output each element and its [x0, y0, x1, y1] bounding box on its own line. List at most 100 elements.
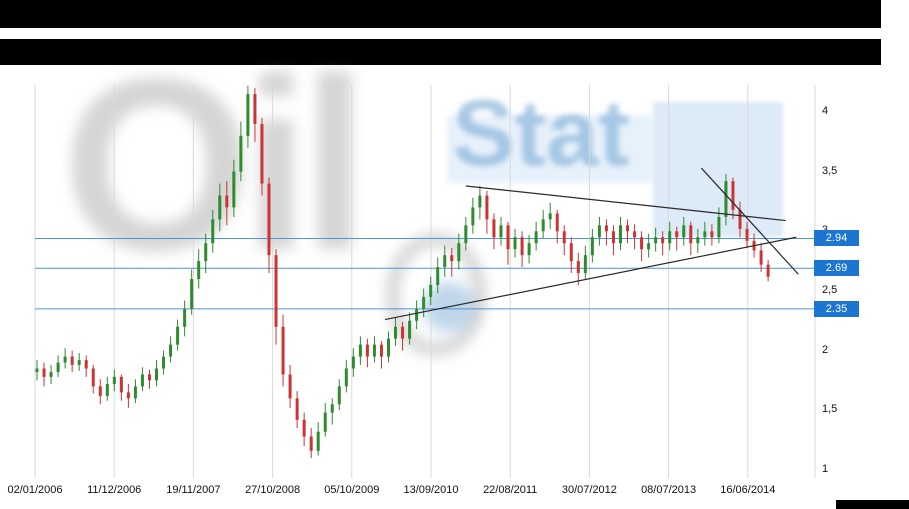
top-black-bar-1: [0, 0, 881, 28]
candle-body: [759, 250, 763, 265]
candle-body: [422, 296, 426, 309]
candle-body: [626, 225, 630, 232]
candle-body: [225, 195, 229, 208]
x-axis: 02/01/2006 11/12/2006 19/11/2007 27/10/2008…: [0, 484, 909, 500]
candle-body: [140, 374, 144, 387]
candle-body: [555, 213, 559, 232]
candle-body: [162, 356, 166, 369]
candle-body: [344, 368, 348, 387]
candle-body: [105, 384, 109, 396]
candle-body: [548, 213, 552, 220]
candle-body: [436, 267, 440, 285]
candle-body: [661, 237, 665, 244]
candle-body: [232, 171, 236, 208]
candle-body: [611, 231, 615, 244]
candle-body: [534, 231, 538, 244]
candle-body: [675, 231, 679, 238]
trendline: [700, 167, 799, 275]
candle-body: [197, 261, 201, 280]
candle-body: [597, 225, 601, 238]
candle-body: [485, 195, 489, 220]
candle-body: [471, 207, 475, 226]
x-axis-label: 13/09/2010: [403, 484, 459, 496]
candle-body: [84, 360, 88, 369]
candle-body: [492, 219, 496, 238]
candle-body: [351, 356, 355, 369]
candle-body: [457, 243, 461, 262]
candle-body: [562, 231, 566, 244]
candle-body: [98, 386, 102, 396]
candle-body: [724, 181, 728, 217]
candle-body: [372, 344, 376, 357]
candle-body: [302, 419, 306, 437]
candle-body: [295, 398, 299, 420]
candle-body: [379, 344, 383, 357]
candle-body: [506, 225, 510, 250]
candle-body: [618, 225, 622, 244]
candle-body: [731, 181, 735, 210]
price-level-label-2: 2.69: [814, 260, 859, 277]
candle-body: [35, 368, 39, 373]
candle-body: [330, 404, 334, 413]
candle-body: [541, 219, 545, 232]
trendline: [384, 236, 797, 321]
candle-body: [91, 368, 95, 387]
top-black-bar-2: [0, 39, 881, 65]
candle-body: [281, 326, 285, 375]
x-axis-label: 30/07/2012: [561, 484, 617, 496]
candle-body: [176, 326, 180, 345]
candle-body: [239, 135, 243, 172]
candle-body: [668, 231, 672, 244]
trendline: [465, 185, 786, 222]
x-axis-label: 11/12/2006: [87, 484, 142, 496]
candle-body: [401, 326, 405, 339]
x-axis-label: 05/10/2009: [324, 484, 380, 496]
candle-body: [766, 264, 770, 277]
candle-body: [358, 344, 362, 357]
candle-body: [569, 243, 573, 262]
price-level-label-3: 2.35: [814, 300, 859, 317]
candle-body: [443, 255, 447, 268]
candle-body: [267, 183, 271, 256]
candle-body: [337, 386, 341, 405]
candle-body: [190, 279, 194, 309]
candle-body: [408, 320, 412, 339]
x-axis-label: 19/11/2007: [166, 484, 221, 496]
price-level-label-1: 2.94: [814, 230, 859, 247]
candle-body: [590, 237, 594, 256]
candle-body: [717, 216, 721, 238]
candle-body: [126, 392, 130, 399]
candle-body: [56, 362, 60, 373]
candle-body: [147, 374, 151, 381]
candle-body: [576, 261, 580, 274]
candle-body: [527, 243, 531, 256]
x-axis-label: 08/07/2013: [641, 484, 697, 496]
candle-body: [738, 209, 742, 229]
candle-body: [654, 237, 658, 244]
candle-body: [204, 243, 208, 262]
candle-body: [513, 237, 517, 250]
candle-body: [133, 386, 137, 399]
candle-body: [478, 195, 482, 208]
x-axis-label: 16/06/2014: [720, 484, 776, 496]
candle-body: [520, 237, 524, 256]
candle-body: [682, 225, 686, 238]
candle-body: [604, 225, 608, 232]
candle-body: [63, 356, 67, 363]
candle-body: [246, 94, 250, 136]
candle-body: [583, 255, 587, 274]
candle-body: [450, 255, 454, 262]
candle-body: [323, 412, 327, 432]
candle-body: [415, 308, 419, 321]
x-axis-label: 02/01/2006: [7, 484, 63, 496]
candle-body: [260, 123, 264, 184]
candle-body: [316, 431, 320, 451]
candle-body: [429, 284, 433, 297]
candle-body: [365, 344, 369, 357]
candle-body: [309, 436, 313, 451]
candle-body: [689, 225, 693, 244]
candle-body: [253, 94, 257, 124]
bottom-right-black-block: [836, 500, 909, 509]
candle-body: [119, 376, 123, 393]
